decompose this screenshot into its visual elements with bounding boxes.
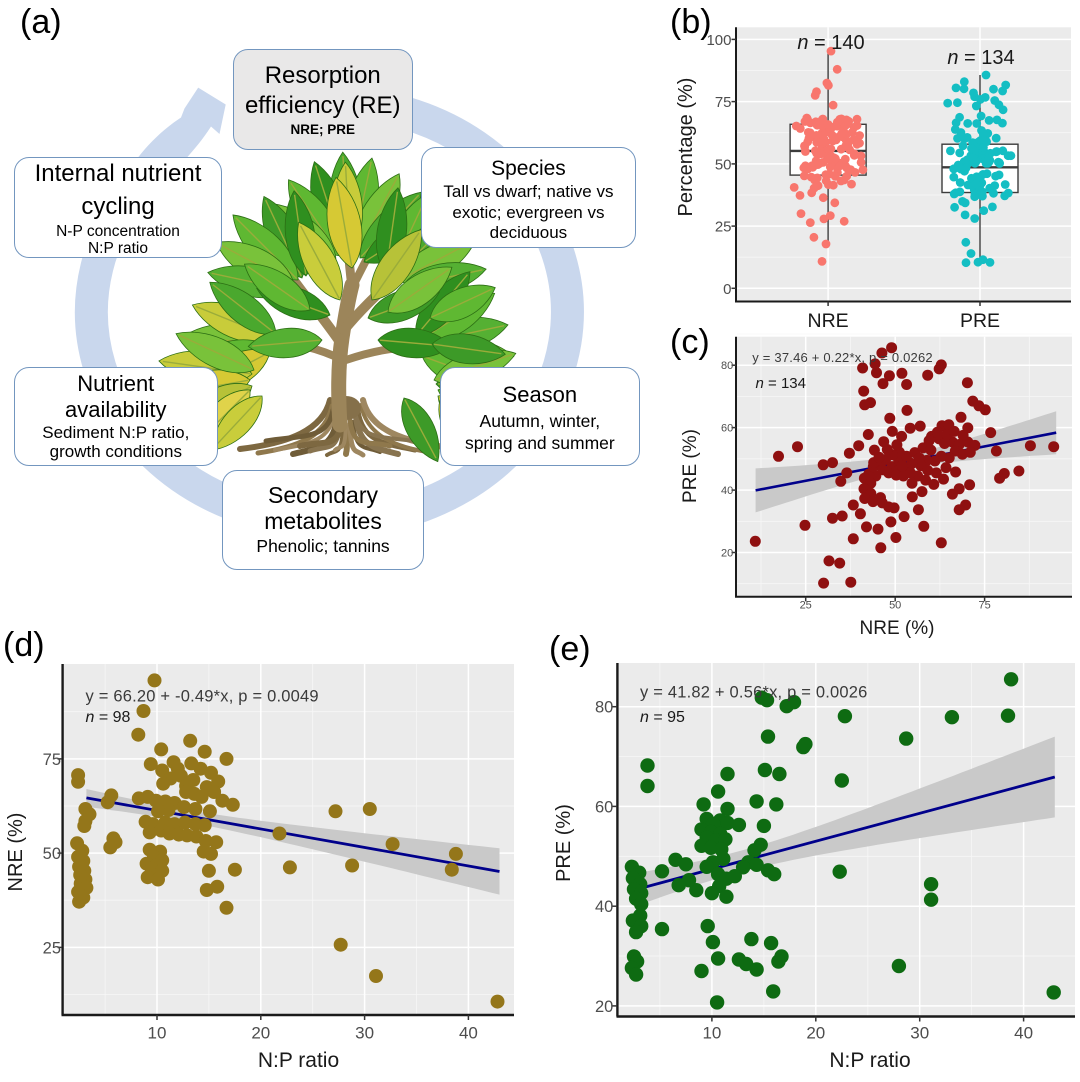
- svg-text:n = 140: n = 140: [797, 32, 864, 54]
- svg-text:20: 20: [806, 1024, 825, 1043]
- svg-text:75: 75: [978, 600, 990, 612]
- svg-text:40: 40: [595, 898, 613, 916]
- svg-text:30: 30: [910, 1024, 929, 1043]
- svg-text:50: 50: [715, 156, 732, 173]
- svg-text:n = 134: n = 134: [756, 375, 806, 392]
- svg-text:PRE (%): PRE (%): [680, 429, 701, 503]
- svg-text:n = 134: n = 134: [947, 47, 1014, 69]
- svg-text:30: 30: [355, 1024, 374, 1043]
- svg-text:20: 20: [595, 998, 613, 1016]
- svg-text:25: 25: [43, 939, 61, 957]
- svg-text:10: 10: [702, 1024, 721, 1043]
- svg-text:60: 60: [595, 798, 613, 816]
- svg-text:25: 25: [800, 600, 812, 612]
- svg-text:40: 40: [1014, 1024, 1033, 1043]
- svg-text:10: 10: [148, 1024, 167, 1043]
- svg-text:NRE (%): NRE (%): [860, 618, 935, 639]
- svg-text:NRE: NRE: [808, 310, 849, 332]
- svg-text:20: 20: [251, 1024, 270, 1043]
- svg-text:75: 75: [715, 94, 732, 111]
- svg-text:0: 0: [723, 281, 731, 298]
- svg-text:80: 80: [595, 699, 613, 717]
- svg-text:n = 98: n = 98: [86, 709, 131, 726]
- svg-text:N:P ratio: N:P ratio: [258, 1049, 339, 1072]
- svg-text:100: 100: [706, 32, 731, 49]
- svg-text:PRE: PRE: [960, 310, 1000, 332]
- svg-text:25: 25: [715, 219, 732, 236]
- svg-text:N:P ratio: N:P ratio: [829, 1049, 910, 1072]
- svg-text:y = 37.46 + 0.22*x, p = 0.0262: y = 37.46 + 0.22*x, p = 0.0262: [752, 350, 933, 365]
- svg-text:80: 80: [721, 360, 733, 372]
- svg-text:60: 60: [721, 423, 733, 435]
- svg-text:75: 75: [43, 751, 61, 769]
- svg-text:y = 66.20 + -0.49*x, p = 0.004: y = 66.20 + -0.49*x, p = 0.0049: [86, 688, 319, 706]
- svg-text:y = 41.82 + 0.56*x, p = 0.0026: y = 41.82 + 0.56*x, p = 0.0026: [640, 684, 868, 702]
- svg-text:PRE (%): PRE (%): [553, 804, 575, 882]
- svg-text:50: 50: [43, 845, 61, 863]
- svg-text:Percentage (%): Percentage (%): [675, 78, 697, 217]
- svg-text:20: 20: [721, 548, 733, 560]
- svg-text:50: 50: [889, 600, 901, 612]
- svg-text:40: 40: [459, 1024, 478, 1043]
- svg-text:n = 95: n = 95: [640, 709, 685, 726]
- svg-text:NRE (%): NRE (%): [5, 813, 27, 892]
- svg-text:40: 40: [721, 485, 733, 497]
